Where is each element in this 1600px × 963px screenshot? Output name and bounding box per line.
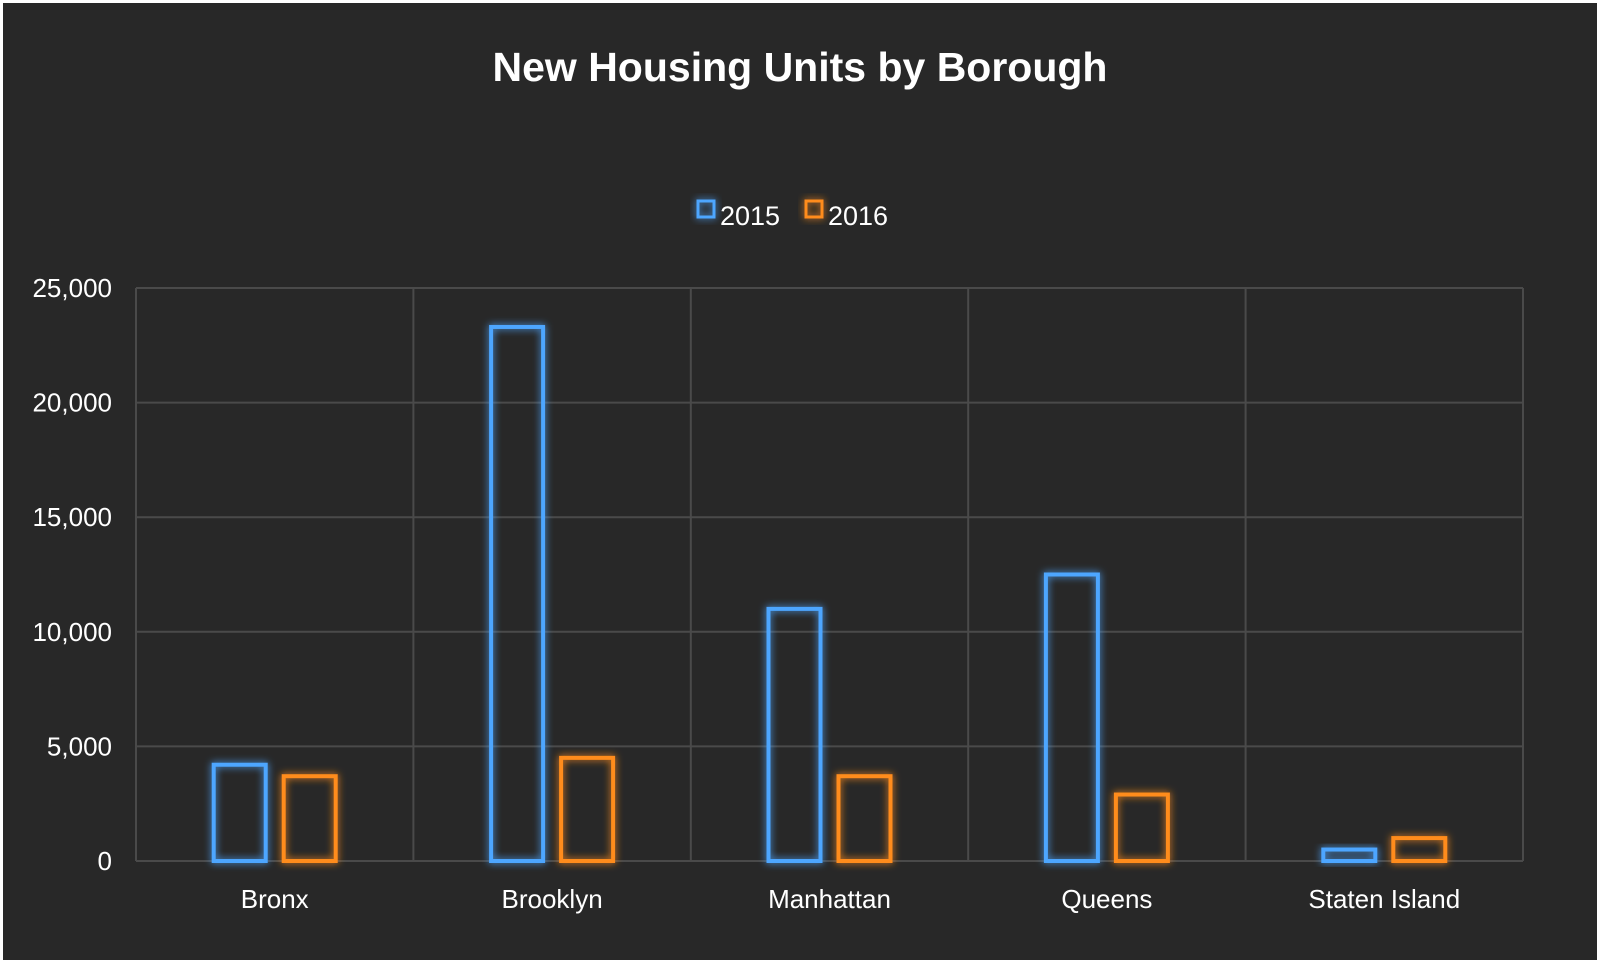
legend-swatch-2015 (696, 199, 716, 219)
grid-layer (135, 287, 1524, 862)
y-tick-label: 20,000 (32, 388, 112, 418)
legend-label-2015: 2015 (720, 201, 780, 231)
chart-svg: New Housing Units by Borough 0 5,000 10,00… (32, 44, 1524, 914)
bar-2016-staten-island (1391, 836, 1448, 864)
y-tick-label: 25,000 (32, 273, 112, 303)
bar-2016-brooklyn (559, 755, 616, 863)
x-tick-label: Queens (1061, 884, 1152, 914)
bar-2015-staten-island (1321, 847, 1378, 863)
legend: 2015 2016 (696, 199, 888, 231)
legend-swatch-2016 (804, 199, 824, 219)
y-tick-label: 0 (98, 846, 112, 876)
axis-layer: 0 5,000 10,000 15,000 20,000 25,000 Bronx Brook… (32, 273, 1460, 914)
chart-title: New Housing Units by Borough (493, 44, 1108, 90)
bar-layer (211, 324, 1448, 864)
y-tick-label: 5,000 (47, 731, 112, 761)
bar-2016-bronx (281, 774, 338, 863)
bar-2015-manhattan (766, 606, 823, 863)
chart-frame: New Housing Units by Borough 0 5,000 10,00… (3, 3, 1597, 960)
x-tick-label: Bronx (241, 884, 309, 914)
bar-2015-brooklyn (489, 324, 546, 863)
x-tick-label: Brooklyn (502, 884, 603, 914)
bar-2016-queens (1113, 792, 1170, 863)
y-tick-label: 10,000 (32, 617, 112, 647)
bar-2016-manhattan (836, 774, 893, 863)
x-tick-label: Staten Island (1308, 884, 1460, 914)
bar-2015-bronx (211, 762, 268, 864)
legend-label-2016: 2016 (828, 201, 888, 231)
y-tick-label: 15,000 (32, 502, 112, 532)
x-tick-label: Manhattan (768, 884, 891, 914)
bar-2015-queens (1043, 572, 1100, 863)
